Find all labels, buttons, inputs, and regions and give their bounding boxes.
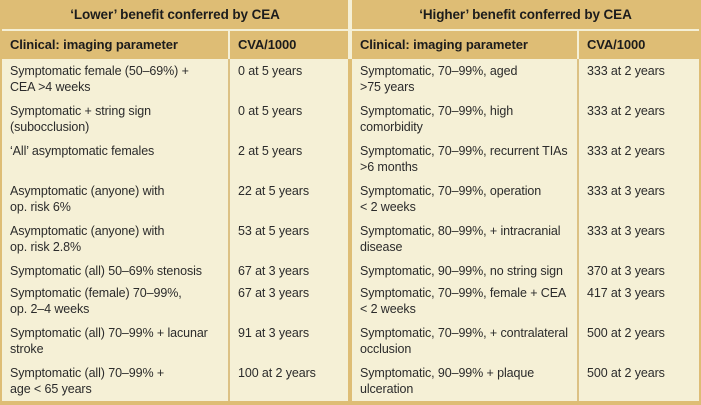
cva-cell: 333 at 2 years [577, 139, 699, 179]
param-cell: Symptomatic (all) 70–99% + age < 65 year… [2, 361, 228, 401]
table-row: Symptomatic female (50–69%) + CEA >4 wee… [2, 59, 699, 99]
param-cell: Symptomatic, 70–99%, + contralateral occ… [348, 321, 577, 361]
param-cell: Symptomatic, 80–99%, + intracranial dise… [348, 219, 577, 259]
param-cell: Symptomatic, 90–99%, no string sign [348, 259, 577, 281]
param-cell: Symptomatic, 70–99%, recurrent TIAs >6 m… [348, 139, 577, 179]
param-cell: ‘All’ asymptomatic females [2, 139, 228, 179]
column-header-row: Clinical: imaging parameter CVA/1000 Cli… [2, 31, 699, 59]
param-cell: Symptomatic (all) 70–99% + lacunar strok… [2, 321, 228, 361]
cva-cell: 22 at 5 years [228, 179, 348, 219]
cva-cell: 500 at 2 years [577, 321, 699, 361]
cva-cell: 0 at 5 years [228, 99, 348, 139]
section-title-row: ‘Lower’ benefit conferred by CEA ‘Higher… [2, 0, 699, 31]
cva-cell: 500 at 2 years [577, 361, 699, 401]
cva-cell: 100 at 2 years [228, 361, 348, 401]
cva-cell: 333 at 3 years [577, 219, 699, 259]
param-cell: Symptomatic, 70–99%, high comorbidity [348, 99, 577, 139]
cva-cell: 67 at 3 years [228, 281, 348, 321]
cva-cell: 333 at 3 years [577, 179, 699, 219]
cva-cell: 0 at 5 years [228, 59, 348, 99]
table-row: Symptomatic (female) 70–99%, op. 2–4 wee… [2, 281, 699, 321]
param-column-header-lower: Clinical: imaging parameter [2, 31, 228, 59]
param-cell: Asymptomatic (anyone) with op. risk 2.8% [2, 219, 228, 259]
param-cell: Symptomatic, 70–99%, female + CEA < 2 we… [348, 281, 577, 321]
table-row: ‘All’ asymptomatic females 2 at 5 years … [2, 139, 699, 179]
table-row: Symptomatic (all) 70–99% + age < 65 year… [2, 361, 699, 401]
table-row: Asymptomatic (anyone) with op. risk 6% 2… [2, 179, 699, 219]
cva-cell: 417 at 3 years [577, 281, 699, 321]
cva-cell: 67 at 3 years [228, 259, 348, 281]
cva-cell: 2 at 5 years [228, 139, 348, 179]
table-row: Symptomatic (all) 50–69% stenosis 67 at … [2, 259, 699, 281]
section-title-higher: ‘Higher’ benefit conferred by CEA [348, 0, 699, 31]
param-cell: Symptomatic, 70–99%, operation < 2 weeks [348, 179, 577, 219]
cva-cell: 333 at 2 years [577, 59, 699, 99]
cva-column-header-lower: CVA/1000 [228, 31, 348, 59]
param-cell: Symptomatic + string sign (subocclusion) [2, 99, 228, 139]
param-cell: Symptomatic female (50–69%) + CEA >4 wee… [2, 59, 228, 99]
section-title-lower: ‘Lower’ benefit conferred by CEA [2, 0, 348, 31]
table-row: Symptomatic (all) 70–99% + lacunar strok… [2, 321, 699, 361]
param-column-header-higher: Clinical: imaging parameter [348, 31, 577, 59]
table-row: Symptomatic + string sign (subocclusion)… [2, 99, 699, 139]
cva-cell: 53 at 5 years [228, 219, 348, 259]
cva-column-header-higher: CVA/1000 [577, 31, 699, 59]
cva-cell: 91 at 3 years [228, 321, 348, 361]
param-cell: Symptomatic (all) 50–69% stenosis [2, 259, 228, 281]
param-cell: Asymptomatic (anyone) with op. risk 6% [2, 179, 228, 219]
cva-cell: 370 at 3 years [577, 259, 699, 281]
cva-cell: 333 at 2 years [577, 99, 699, 139]
param-cell: Symptomatic, 70–99%, aged >75 years [348, 59, 577, 99]
table-row: Asymptomatic (anyone) with op. risk 2.8%… [2, 219, 699, 259]
param-cell: Symptomatic, 90–99% + plaque ulceration [348, 361, 577, 401]
param-cell: Symptomatic (female) 70–99%, op. 2–4 wee… [2, 281, 228, 321]
